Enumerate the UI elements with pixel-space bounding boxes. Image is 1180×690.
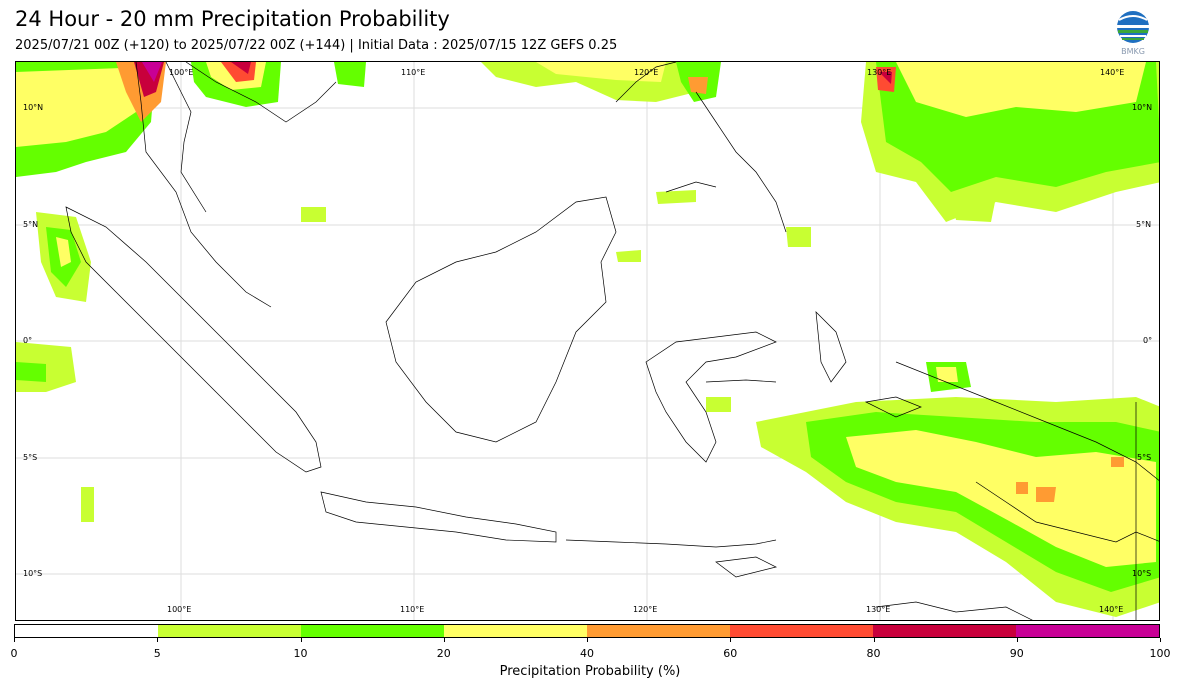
bmkg-logo: BMKG	[1117, 11, 1149, 56]
lon-label-top: 120°E	[634, 68, 659, 77]
colorbar-tick-label: 5	[153, 647, 161, 660]
colorbar-tick-label: 10	[293, 647, 308, 660]
lat-label-left: 10°N	[23, 103, 44, 112]
colorbar-tick-label: 40	[580, 647, 594, 660]
lat-label-right: 0°	[1143, 336, 1153, 345]
colorbar-tick-label: 0	[10, 647, 18, 660]
svg-text:BMKG: BMKG	[1121, 47, 1145, 56]
colorbar-segment	[587, 625, 730, 637]
lon-label-top: 130°E	[867, 68, 892, 77]
colorbar-tick-label: 60	[723, 647, 738, 660]
lat-label-right: 10°N	[1132, 103, 1153, 112]
map-canvas	[16, 62, 1159, 620]
colorbar-segment	[301, 625, 444, 637]
lon-label-bottom: 100°E	[167, 605, 192, 614]
colorbar-tick-mark	[157, 638, 159, 642]
lon-label-bottom: 110°E	[400, 605, 425, 614]
precip-shading	[16, 62, 1159, 617]
coastlines	[65, 62, 1159, 620]
colorbar-segment	[15, 625, 158, 637]
colorbar-tick-label: 90	[1009, 647, 1024, 660]
colorbar-title: Precipitation Probability (%)	[499, 664, 681, 679]
lon-label-top: 100°E	[169, 68, 194, 77]
colorbar-tick-mark	[14, 638, 15, 642]
lat-label-left: 10°S	[23, 569, 43, 578]
precipitation-map: 100°E 110°E 120°E 130°E 140°E 100°E 110°…	[15, 61, 1160, 621]
lat-label-left: 5°S	[23, 453, 38, 462]
lon-label-bottom: 130°E	[866, 605, 891, 614]
colorbar-tick-mark	[300, 638, 302, 642]
lat-label-right: 5°N	[1136, 220, 1152, 229]
colorbar-tick-label: 20	[436, 647, 451, 660]
lon-label-bottom: 120°E	[633, 605, 658, 614]
colorbar-tick-mark	[1016, 638, 1018, 642]
colorbar-segment	[730, 625, 873, 637]
lon-label-top: 140°E	[1100, 68, 1125, 77]
lat-label-right: 10°S	[1132, 569, 1152, 578]
colorbar-segment	[1016, 625, 1159, 637]
colorbar-segment	[158, 625, 301, 637]
lat-label-left: 0°	[23, 336, 33, 345]
colorbar-tick-mark	[587, 638, 588, 642]
lat-label-left: 5°N	[23, 220, 39, 229]
colorbar-tick-mark	[1160, 638, 1161, 642]
colorbar-tick-mark	[873, 638, 875, 642]
colorbar-tick-mark	[443, 638, 445, 642]
lat-label-right: 5°S	[1137, 453, 1152, 462]
page-title: 24 Hour - 20 mm Precipitation Probabilit…	[15, 7, 450, 31]
lon-label-top: 110°E	[401, 68, 426, 77]
lon-label-bottom: 140°E	[1099, 605, 1124, 614]
colorbar-tick-mark	[730, 638, 732, 642]
page-subtitle: 2025/07/21 00Z (+120) to 2025/07/22 00Z …	[15, 38, 618, 53]
colorbar-segment	[873, 625, 1016, 637]
colorbar-tick-label: 80	[866, 647, 881, 660]
colorbar-segment	[444, 625, 587, 637]
colorbar-tick-label: 100	[1149, 647, 1171, 660]
colorbar	[14, 624, 1160, 638]
